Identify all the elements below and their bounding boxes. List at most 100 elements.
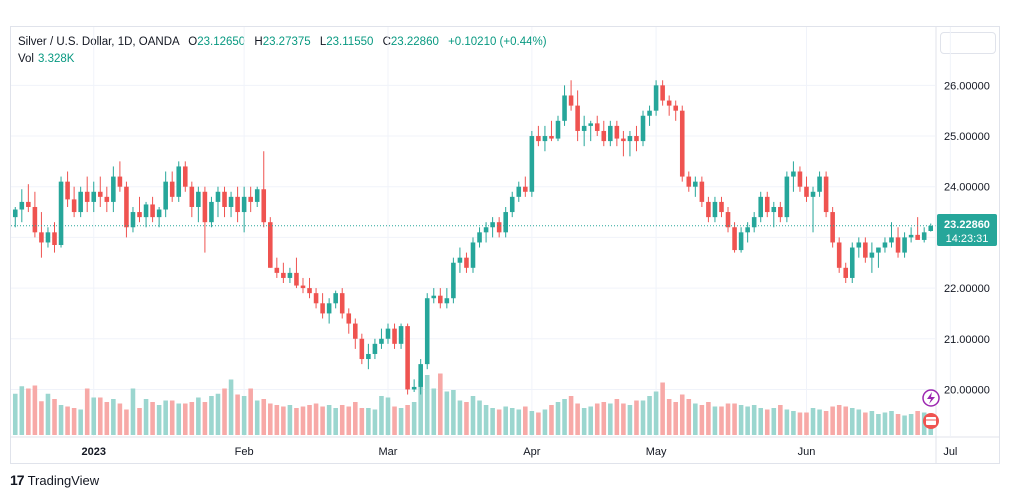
volume-bar (836, 405, 842, 435)
candle-body (392, 328, 397, 344)
volume-bar (202, 402, 208, 435)
volume-bar (568, 396, 574, 435)
candle-body (679, 110, 685, 177)
volume-bar (65, 406, 70, 435)
volume-bar (431, 388, 437, 435)
candle (78, 186, 83, 218)
volume-bar (45, 393, 51, 435)
candle-body (771, 206, 777, 213)
volume-bar (398, 408, 404, 435)
volume-bar (627, 405, 633, 435)
candle (32, 191, 38, 238)
candle-body (431, 295, 437, 299)
candle-body (843, 267, 849, 278)
candle (294, 257, 299, 289)
volume-bar (830, 406, 835, 435)
high-value: 23.27375 (262, 36, 311, 48)
candle (26, 184, 31, 213)
candle (627, 130, 633, 157)
candle (156, 206, 162, 228)
price-tick-label: 22.00000 (944, 283, 990, 295)
volume-bar (791, 411, 796, 435)
candle-body (45, 232, 51, 243)
price-tick-label: 24.00000 (944, 182, 990, 194)
candle (464, 252, 469, 273)
candle-body (150, 204, 155, 218)
candle-body (608, 125, 613, 142)
candle (424, 293, 430, 370)
calendar-icon[interactable] (923, 413, 939, 429)
candle-body (268, 222, 273, 268)
volume-bar (268, 403, 273, 435)
candle-body (372, 343, 378, 354)
candle (130, 206, 136, 233)
low-value: 23.11550 (326, 36, 374, 48)
volume-bar (97, 397, 103, 435)
candle (163, 171, 168, 218)
candle (287, 267, 293, 284)
candle-body (320, 303, 325, 314)
volume-bar (764, 409, 770, 435)
candle-body (928, 225, 934, 231)
candle (686, 171, 692, 192)
countdown-label: 14:23:31 (946, 233, 989, 245)
candle (823, 171, 829, 218)
volume-bar (601, 402, 607, 435)
volume-bar (490, 408, 495, 435)
candle-body (405, 326, 410, 390)
candle (268, 217, 273, 268)
candle (477, 227, 482, 248)
candle-body (339, 293, 345, 314)
candle (150, 196, 155, 223)
candle-body (542, 136, 548, 142)
volume-bar (313, 403, 319, 435)
candle-body (91, 191, 97, 202)
volume-bar (477, 400, 482, 435)
candle (549, 120, 554, 142)
volume-bar (150, 402, 155, 435)
volume-bar (248, 388, 253, 435)
candle (751, 212, 757, 233)
candle-body (353, 323, 358, 339)
candle (601, 120, 607, 147)
symbol-title[interactable]: Silver / U.S. Dollar, 1D, OANDA (18, 36, 180, 48)
candle-body (313, 293, 319, 304)
candle (71, 186, 77, 218)
volume-bar (78, 409, 83, 435)
candle-body (882, 242, 888, 248)
volume-bar (693, 403, 698, 435)
candle (274, 257, 280, 278)
volume-bar (215, 393, 221, 435)
candle-body (457, 257, 463, 263)
volume-bar (261, 399, 267, 435)
candle (804, 176, 809, 202)
candle (470, 237, 476, 273)
candle-body (751, 217, 757, 228)
candle-body (621, 138, 626, 142)
lightning-icon[interactable] (922, 389, 940, 407)
candle (778, 201, 783, 223)
volume-bar (300, 406, 306, 435)
candle (12, 206, 18, 228)
candle (313, 288, 319, 309)
scale-settings-box[interactable] (940, 32, 996, 54)
brand-name[interactable]: TradingView (27, 472, 100, 488)
candle (536, 125, 541, 147)
candle-body (666, 100, 672, 106)
volume-bar (320, 406, 325, 435)
tradingview-logo-icon[interactable]: 17 (10, 472, 25, 488)
candle (366, 343, 371, 370)
candle-body (281, 272, 286, 278)
candle-body (836, 242, 842, 268)
candle (503, 206, 508, 238)
candle (653, 80, 659, 116)
volume-label[interactable]: Vol (18, 53, 34, 65)
candle (882, 237, 888, 253)
high-label: H (254, 36, 263, 48)
candle (836, 237, 842, 273)
candle-body (398, 326, 404, 344)
volume-bar (104, 402, 110, 435)
candle (614, 120, 620, 147)
candle-body (39, 232, 44, 243)
